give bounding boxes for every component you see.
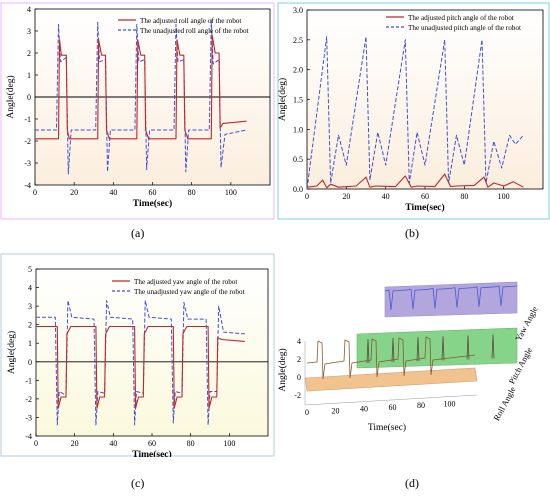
y-axis-label: Angle(deg) — [277, 78, 288, 121]
y-tick-label: -3 — [24, 159, 31, 168]
x-tick-label: 20 — [342, 192, 350, 201]
x-tick-label: 80 — [187, 439, 195, 448]
panel-label-b: (b) — [405, 226, 419, 240]
x-tick-label: 60 — [389, 403, 397, 412]
figure-frame — [0, 253, 275, 457]
y-tick-label: 0.0 — [293, 185, 303, 194]
y-tick-label: 3 — [27, 27, 31, 36]
panel-label-d: (d) — [405, 476, 419, 490]
roll-angle-trace — [306, 336, 476, 380]
y-tick-label: 1 — [27, 71, 31, 80]
x-tick-label: 0 — [305, 408, 309, 417]
x-tick-label: 100 — [225, 188, 237, 197]
x-tick-label: 60 — [421, 192, 429, 201]
chart-pitch-angle: 0.0 0.5 1.0 1.5 2.0 2.5 3.0 0 20 40 60 80 100 Time(se… — [277, 2, 550, 220]
figure-frame — [0, 2, 275, 220]
x-tick-label: 100 — [444, 400, 456, 409]
y-tick-label: 0 — [297, 373, 301, 382]
y-tick-label: 0 — [27, 93, 31, 102]
grid-line — [304, 394, 478, 406]
roll-plane — [304, 367, 478, 392]
x-axis-label: Time(sec) — [133, 198, 172, 209]
x-axis-label: Time(sec) — [132, 449, 171, 457]
adjusted-series-line — [35, 34, 247, 140]
legend-label: The unadjusted pitch angle of the robot — [408, 24, 521, 32]
pitch-plane — [356, 327, 518, 369]
y-axis-label: Angle(deg) — [5, 75, 16, 118]
y-tick-label: 2.0 — [293, 66, 303, 75]
y-axis-label: Angle(deg) — [277, 348, 288, 391]
x-axis-label: Time(sec) — [405, 202, 444, 213]
x-tick-label: 40 — [109, 188, 117, 197]
x-tick-label: 80 — [188, 188, 196, 197]
adjusted-series-line — [36, 325, 245, 409]
x-tick-label: 40 — [382, 192, 390, 201]
y-tick-label: 3 — [28, 302, 32, 311]
y-tick-label: -2 — [294, 391, 301, 400]
y-axis-label: Angle(deg) — [6, 331, 17, 374]
y-tick-label: -2 — [25, 395, 32, 404]
y-tick-label: 0 — [28, 358, 32, 367]
chart-yaw-angle: -4 -3 -2 -1 0 1 2 3 4 5 0 20 40 60 80 100 Time(sec) Angle… — [0, 253, 275, 457]
x-tick-label: 20 — [70, 188, 78, 197]
x-axis-label: Time(sec) — [368, 422, 406, 433]
y-tick-label: 4 — [297, 337, 301, 346]
x-tick-label: 40 — [360, 405, 368, 414]
legend-label: The adjusted pitch angle of the robot — [408, 14, 514, 22]
figure-frame — [277, 2, 550, 220]
y-tick-label: -2 — [24, 137, 31, 146]
y-tick-label: 1 — [28, 339, 32, 348]
y-tick-label: 2 — [28, 321, 32, 330]
legend-label: The unadjusted roll angle of the robot — [140, 27, 249, 35]
y-tick-label: 2.5 — [293, 36, 303, 45]
y-tick-label: 4 — [28, 284, 32, 293]
y-tick-label: 1.5 — [293, 96, 303, 105]
x-tick-label: 60 — [148, 439, 156, 448]
plane-label: Roll Angle — [491, 385, 517, 423]
x-tick-label: 40 — [109, 439, 117, 448]
y-tick-label: 4 — [27, 5, 31, 14]
x-tick-label: 80 — [417, 401, 425, 410]
x-tick-label: 60 — [149, 188, 157, 197]
adjusted-series-line — [306, 173, 524, 189]
y-tick-label: 2 — [27, 49, 31, 58]
plot-area — [306, 9, 544, 190]
y-tick-label: 0.5 — [293, 155, 303, 164]
y-tick-label: -1 — [25, 376, 32, 385]
y-tick-label: 2 — [297, 355, 301, 364]
pitch-angle-trace — [366, 334, 495, 364]
y-tick-label: 3.0 — [293, 6, 303, 15]
plot-area — [35, 268, 269, 437]
unadjusted-series-line — [35, 19, 247, 175]
y-tick-label: -1 — [24, 115, 31, 124]
y-tick-label: 5 — [28, 265, 32, 274]
x-tick-label: 0 — [34, 439, 38, 448]
legend-label: The unadjusted yaw angle of the robot — [134, 288, 245, 296]
yaw-plane — [384, 281, 518, 318]
x-tick-label: 100 — [223, 439, 235, 448]
y-tick-label: -3 — [25, 413, 32, 422]
y-tick-label: 1.0 — [293, 125, 303, 134]
unadjusted-series-line — [306, 36, 524, 190]
panel-label-a: (a) — [131, 226, 145, 240]
x-tick-label: 100 — [498, 192, 510, 201]
x-tick-label: 20 — [332, 406, 340, 415]
x-tick-label: 0 — [305, 192, 309, 201]
x-tick-label: 80 — [460, 192, 468, 201]
y-tick-label: -4 — [25, 432, 32, 441]
x-tick-label: 20 — [71, 439, 79, 448]
y-tick-label: -4 — [24, 181, 31, 190]
legend-label: The adjusted roll angle of the robot — [140, 17, 241, 25]
legend-label: The adjusted yaw angle of the robot — [134, 278, 237, 286]
unadjusted-series-line — [36, 300, 245, 426]
yaw-angle-trace — [384, 285, 518, 311]
x-tick-label: 0 — [33, 188, 37, 197]
panel-label-c: (c) — [131, 476, 145, 490]
